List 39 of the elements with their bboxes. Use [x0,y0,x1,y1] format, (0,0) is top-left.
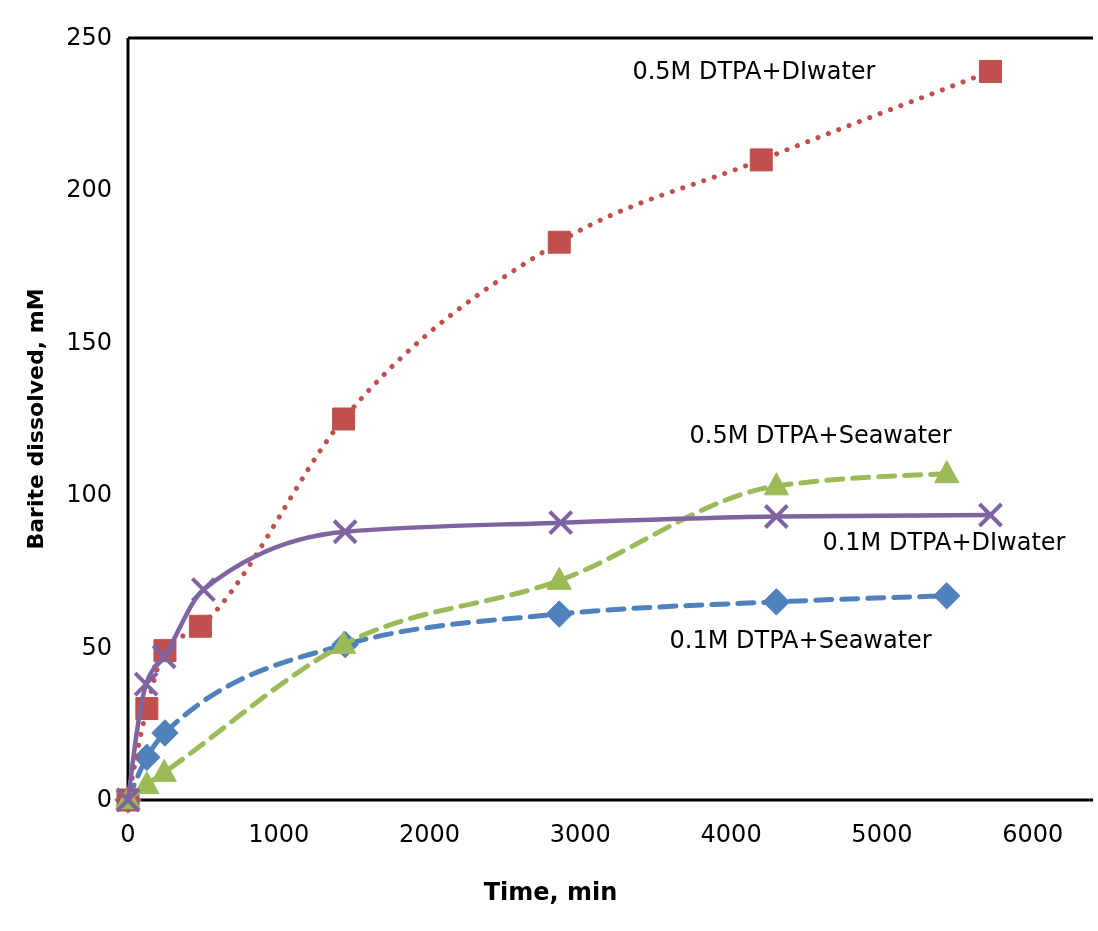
series-label: 0.5M DTPA+Seawater [689,420,952,449]
point [978,60,1002,84]
series-label: 0.5M DTPA+DIwater [632,56,876,85]
point [151,643,178,670]
point [547,230,571,254]
x-tick-label: 0 [120,820,136,848]
point [545,600,573,628]
y-tick-label: 100 [66,480,112,509]
y-tick-label: 150 [66,327,112,356]
point [190,576,217,603]
x-tick-label: 5000 [851,820,913,848]
point [188,614,212,638]
point [934,460,960,484]
x-tick-label: 4000 [700,820,762,848]
point [332,407,356,431]
y-axis-title: Barite dissolved, mM [23,288,48,550]
point [134,771,160,795]
point [133,671,160,698]
point [763,472,789,496]
x-axis-title: Time, min [483,878,618,906]
point [332,518,359,545]
point [763,503,790,530]
y-tick-label: 200 [66,175,112,204]
series-label: 0.1M DTPA+Seawater [669,625,932,654]
y-tick-label: 250 [66,23,112,51]
y-tick-label: 50 [81,632,112,661]
x-tick-label: 3000 [549,820,611,848]
y-tick-label: 0 [96,785,112,813]
point [762,588,791,616]
point [933,582,961,610]
point [133,743,161,772]
point [977,502,1004,529]
x-tick-label: 6000 [1002,820,1064,848]
x-tick-label: 2000 [399,820,461,848]
series-label: 0.1M DTPA+DIwater [822,528,1066,557]
point [749,148,773,172]
point [151,719,179,747]
point [547,509,574,536]
x-tick-label: 1000 [248,820,310,848]
